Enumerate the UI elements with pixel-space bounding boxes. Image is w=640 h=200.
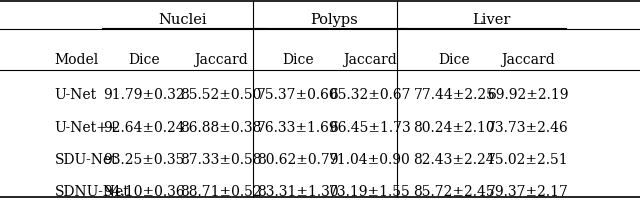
Text: 87.33±0.58: 87.33±0.58 bbox=[180, 153, 262, 167]
Text: Nuclei: Nuclei bbox=[158, 13, 207, 27]
Text: Jaccard: Jaccard bbox=[501, 53, 555, 67]
Text: 83.31±1.30: 83.31±1.30 bbox=[257, 185, 339, 199]
Text: Polyps: Polyps bbox=[310, 13, 358, 27]
Text: 79.37±2.17: 79.37±2.17 bbox=[487, 185, 569, 199]
Text: 77.44±2.25: 77.44±2.25 bbox=[413, 88, 495, 102]
Text: 69.92±2.19: 69.92±2.19 bbox=[487, 88, 569, 102]
Text: 80.62±0.79: 80.62±0.79 bbox=[257, 153, 339, 167]
Text: 91.79±0.32: 91.79±0.32 bbox=[103, 88, 185, 102]
Text: 86.88±0.38: 86.88±0.38 bbox=[180, 121, 262, 135]
Text: Model: Model bbox=[54, 53, 99, 67]
Text: Jaccard: Jaccard bbox=[194, 53, 248, 67]
Text: 75.02±2.51: 75.02±2.51 bbox=[487, 153, 569, 167]
Text: 65.32±0.67: 65.32±0.67 bbox=[329, 88, 411, 102]
Text: 76.33±1.69: 76.33±1.69 bbox=[257, 121, 339, 135]
Text: 80.24±2.10: 80.24±2.10 bbox=[413, 121, 495, 135]
Text: Dice: Dice bbox=[438, 53, 470, 67]
Text: 85.72±2.45: 85.72±2.45 bbox=[413, 185, 495, 199]
Text: SDU-Net: SDU-Net bbox=[54, 153, 117, 167]
Text: 73.73±2.46: 73.73±2.46 bbox=[487, 121, 569, 135]
Text: U-Net: U-Net bbox=[54, 88, 97, 102]
Text: Liver: Liver bbox=[472, 13, 510, 27]
Text: 85.52±0.50: 85.52±0.50 bbox=[180, 88, 262, 102]
Text: Jaccard: Jaccard bbox=[343, 53, 397, 67]
Text: SDNU-Net: SDNU-Net bbox=[54, 185, 129, 199]
Text: 88.71±0.52: 88.71±0.52 bbox=[180, 185, 262, 199]
Text: Dice: Dice bbox=[282, 53, 314, 67]
Text: 92.64±0.24: 92.64±0.24 bbox=[103, 121, 185, 135]
Text: 71.04±0.90: 71.04±0.90 bbox=[329, 153, 411, 167]
Text: 93.25±0.35: 93.25±0.35 bbox=[103, 153, 185, 167]
Text: Dice: Dice bbox=[128, 53, 160, 67]
Text: 94.10±0.36: 94.10±0.36 bbox=[103, 185, 185, 199]
Text: 75.37±0.60: 75.37±0.60 bbox=[257, 88, 339, 102]
Text: U-Net++: U-Net++ bbox=[54, 121, 120, 135]
Text: 82.43±2.24: 82.43±2.24 bbox=[413, 153, 495, 167]
Text: 66.45±1.73: 66.45±1.73 bbox=[329, 121, 411, 135]
Text: 73.19±1.55: 73.19±1.55 bbox=[329, 185, 411, 199]
